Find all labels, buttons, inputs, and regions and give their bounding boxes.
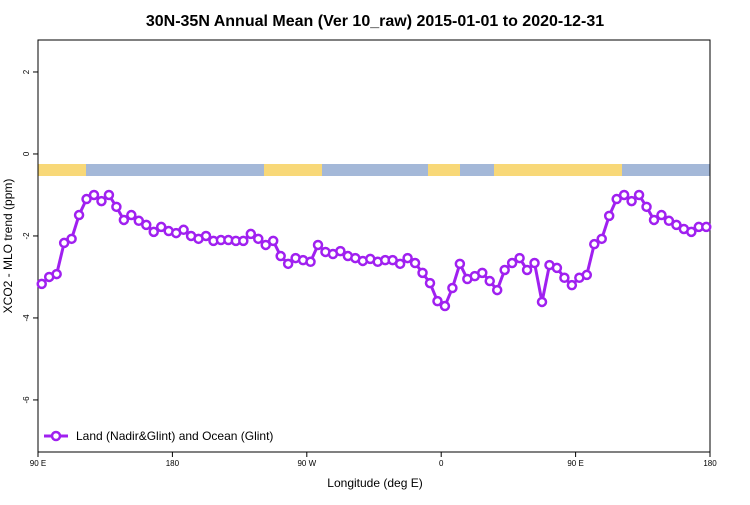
data-point: [559, 272, 570, 284]
data-point: [81, 193, 92, 205]
data-point: [409, 257, 421, 269]
data-point: [641, 201, 652, 213]
x-tick-label: 90 E: [30, 459, 46, 468]
data-point: [51, 268, 62, 280]
y-tick-label: -4: [22, 314, 31, 322]
data-point: [447, 282, 458, 294]
land-band: [494, 164, 622, 176]
data-point: [484, 275, 495, 287]
x-tick-label: 180: [166, 459, 180, 468]
data-point: [402, 252, 413, 264]
data-point: [58, 237, 70, 249]
x-axis-label: Longitude (deg E): [327, 476, 422, 490]
data-point: [36, 278, 47, 290]
data-point: [611, 193, 622, 205]
data-point: [432, 295, 443, 307]
data-point: [66, 233, 77, 245]
legend-label: Land (Nadir&Glint) and Ocean (Glint): [76, 429, 273, 443]
data-point: [663, 215, 675, 227]
land-band: [428, 164, 460, 176]
data-point: [551, 262, 563, 274]
data-point: [514, 252, 525, 264]
data-point: [111, 201, 122, 213]
land-ocean-band: [38, 164, 710, 176]
x-tick-label: 90 W: [297, 459, 316, 468]
y-tick-label: -2: [22, 232, 31, 240]
data-point: [566, 279, 578, 291]
data-point: [155, 221, 167, 233]
data-point: [305, 256, 316, 268]
x-tick-label: 0: [439, 459, 444, 468]
data-point: [238, 235, 249, 247]
data-point: [312, 239, 324, 251]
data-point: [73, 209, 85, 221]
legend-marker: [50, 430, 62, 442]
data-point: [335, 245, 346, 257]
data-point: [417, 267, 428, 279]
data-point: [260, 239, 271, 251]
data-point: [603, 210, 615, 222]
data-point: [477, 267, 488, 279]
data-point: [648, 214, 660, 226]
data-point: [618, 189, 630, 201]
legend: Land (Nadir&Glint) and Ocean (Glint): [44, 429, 273, 443]
data-point: [245, 228, 257, 240]
data-point: [589, 238, 600, 250]
data-point: [686, 226, 697, 238]
data-point: [626, 195, 637, 207]
data-point: [88, 189, 100, 201]
data-point: [253, 233, 264, 245]
data-point: [581, 269, 593, 281]
data-point: [148, 226, 159, 238]
data-point: [118, 214, 130, 226]
data-point: [671, 219, 682, 231]
y-tick-label: 2: [22, 69, 31, 74]
data-point: [126, 209, 137, 221]
x-tick-label: 180: [703, 459, 717, 468]
data-point: [454, 258, 466, 270]
data-point: [701, 221, 712, 233]
data-point: [103, 189, 115, 201]
data-point: [536, 296, 548, 308]
chart-title: 30N-35N Annual Mean (Ver 10_raw) 2015-01…: [146, 13, 604, 30]
data-point: [491, 284, 503, 296]
data-point: [394, 258, 406, 270]
data-point: [267, 235, 279, 247]
data-point: [141, 219, 152, 231]
data-point: [529, 257, 540, 269]
data-point: [178, 224, 189, 236]
data-point: [133, 215, 145, 227]
data-point: [424, 277, 436, 289]
data-point: [633, 189, 645, 201]
data-point: [439, 300, 451, 312]
land-band: [38, 164, 86, 176]
y-axis-label: XCO2 - MLO trend (ppm): [1, 179, 15, 314]
data-point: [521, 264, 533, 276]
x-tick-label: 90 E: [567, 459, 583, 468]
data-point: [499, 264, 510, 276]
data-point: [506, 257, 518, 269]
data-point: [596, 233, 607, 245]
land-band: [264, 164, 322, 176]
data-point: [275, 250, 286, 262]
plot-frame: [37, 39, 711, 453]
data-point: [656, 209, 667, 221]
y-tick-label: 0: [22, 151, 31, 156]
data-point: [200, 230, 212, 242]
data-point: [96, 195, 107, 207]
y-tick-label: -6: [22, 396, 31, 404]
data-point: [282, 258, 294, 270]
